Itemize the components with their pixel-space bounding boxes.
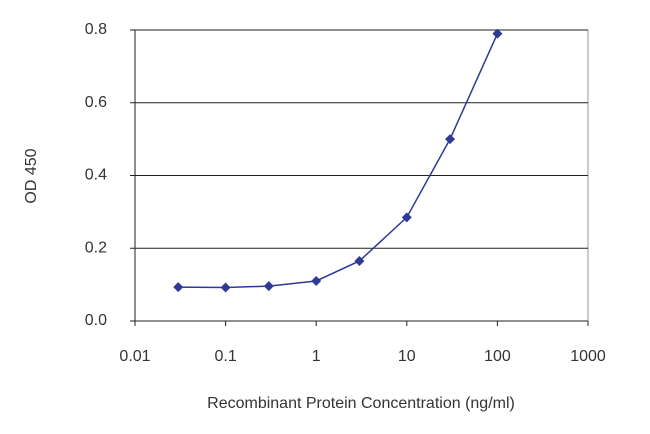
line xyxy=(178,33,499,289)
x-tick-label: 10 xyxy=(398,348,416,365)
marker xyxy=(445,134,456,145)
y-tick-label: 0.2 xyxy=(85,239,107,256)
y-tick-label: 0.6 xyxy=(85,94,107,111)
marker xyxy=(492,28,503,39)
y-tick-label: 0.8 xyxy=(85,21,107,38)
y-axis-label: OD 450 xyxy=(23,148,40,203)
x-tick-label: 1 xyxy=(312,348,321,365)
x-tick-label: 0.1 xyxy=(214,348,236,365)
marker xyxy=(220,282,231,293)
marker xyxy=(263,281,274,292)
marker xyxy=(173,282,184,293)
x-tick-label: 0.01 xyxy=(119,348,150,365)
y-tick-label: 0.0 xyxy=(85,312,107,329)
x-axis-label: Recombinant Protein Concentration (ng/ml… xyxy=(207,395,515,412)
marker xyxy=(354,255,365,266)
y-tick-label: 0.4 xyxy=(85,167,107,184)
marker xyxy=(311,275,322,286)
x-tick-label: 100 xyxy=(484,348,511,365)
x-tick-label: 1000 xyxy=(570,348,606,365)
marker xyxy=(401,212,412,223)
